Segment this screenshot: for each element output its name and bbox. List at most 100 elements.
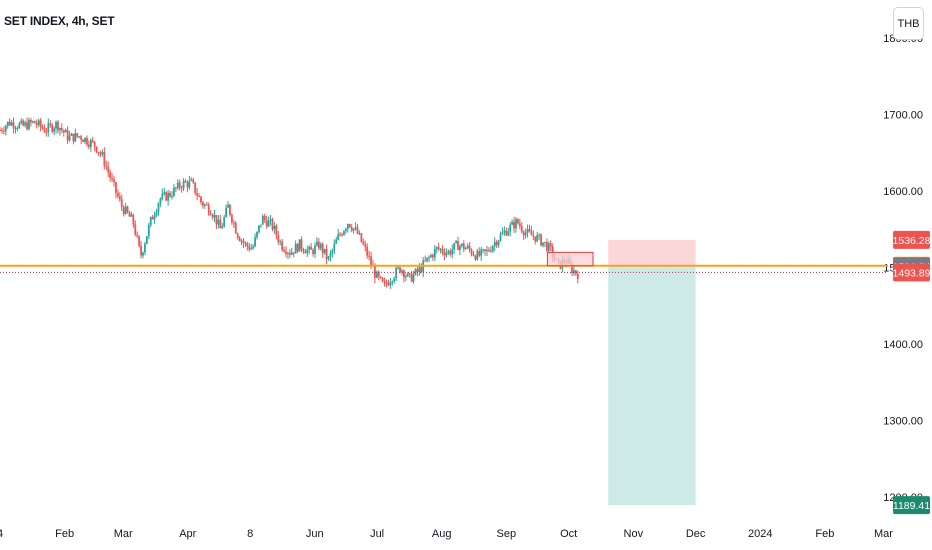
candle-body <box>385 282 388 284</box>
currency-button[interactable]: THB <box>893 7 924 40</box>
price-tag <box>893 230 930 249</box>
candle-body <box>111 178 113 180</box>
candle-body <box>78 136 81 138</box>
candle-body <box>53 128 56 132</box>
candle-body <box>443 252 446 256</box>
levels <box>0 264 888 273</box>
candle-body <box>250 248 253 250</box>
candle-body <box>147 225 150 237</box>
candle-body <box>449 250 452 255</box>
candle-body <box>120 199 123 208</box>
candle-body <box>273 225 276 230</box>
candle-body <box>136 234 139 237</box>
candle-body <box>126 206 129 213</box>
candle-body <box>430 255 432 258</box>
candle-body <box>524 232 527 236</box>
candle-body <box>507 231 510 236</box>
candle-body <box>28 119 30 130</box>
candle-body <box>408 273 411 275</box>
candle-body <box>294 244 297 254</box>
candle-body <box>509 224 512 232</box>
candle-body <box>118 196 121 200</box>
x-axis[interactable]: 4 Feb Mar Apr 8 Jun Jul Aug Sep Oct Nov Dec 2024 Feb M… <box>0 528 893 540</box>
candle-body <box>1 130 3 132</box>
candle-body <box>451 249 454 255</box>
candle-body <box>211 215 214 218</box>
candle-body <box>472 254 475 256</box>
candle-body <box>254 237 256 247</box>
candle-body <box>82 139 84 142</box>
candle-body <box>219 219 222 229</box>
candle-body <box>161 193 164 199</box>
candle-body <box>232 222 235 224</box>
candle-body <box>223 216 226 227</box>
x-tick-label: Mar <box>874 528 893 540</box>
candle-body <box>348 224 351 228</box>
candle-body <box>418 267 421 272</box>
candle-body <box>412 274 415 282</box>
candle-body <box>184 180 187 183</box>
price-tag-label: 1189.41 <box>893 500 930 512</box>
candle-body <box>360 233 363 242</box>
candle-body <box>186 182 189 188</box>
candle-body <box>397 267 399 269</box>
candle-body <box>64 130 67 133</box>
candle-body <box>144 243 146 253</box>
candle-body <box>495 241 498 246</box>
candle-body <box>188 180 191 188</box>
candle-body <box>352 228 355 231</box>
candle-body <box>10 122 13 126</box>
candle-body <box>358 233 361 235</box>
candle-body <box>157 203 160 212</box>
candle-body <box>229 204 231 215</box>
candle-body <box>480 249 483 256</box>
candle-body <box>134 224 137 235</box>
candle-body <box>306 249 309 254</box>
candle-body <box>317 241 320 249</box>
candle-body <box>180 187 183 189</box>
price-tag-label: 1493.89 <box>893 267 931 279</box>
candle-body <box>354 227 357 229</box>
candle-body <box>478 251 481 256</box>
candle-body <box>124 206 127 214</box>
candle-body <box>288 252 291 255</box>
candle-body <box>173 187 175 196</box>
annotations <box>546 251 594 267</box>
candle-body <box>457 240 459 251</box>
candle-body <box>89 140 92 147</box>
candle-body <box>310 246 313 250</box>
x-tick-label: Dec <box>686 528 706 540</box>
candle-body <box>59 127 61 131</box>
candle-body <box>402 270 405 278</box>
candle-body <box>62 130 65 133</box>
candles <box>0 117 579 289</box>
candle-body <box>377 271 380 277</box>
candle-body <box>163 192 166 194</box>
candle-body <box>103 152 106 166</box>
candle-body <box>540 234 542 246</box>
candle-body <box>24 122 27 126</box>
candle-body <box>93 141 96 147</box>
candle-body <box>174 187 177 189</box>
candle-body <box>275 225 278 236</box>
candle-body <box>171 195 173 197</box>
candle-body <box>109 172 112 179</box>
candle-body <box>132 214 135 225</box>
candle-body <box>331 250 334 254</box>
x-tick-label: Feb <box>815 528 834 540</box>
candle-body <box>373 266 376 278</box>
candle-body <box>115 182 117 193</box>
candle-body <box>350 227 353 231</box>
candle-body <box>474 255 477 260</box>
candle-body <box>16 127 19 129</box>
candle-body <box>312 249 314 254</box>
candle-body <box>389 282 392 286</box>
candle-body <box>329 253 332 258</box>
candle-body <box>431 255 434 258</box>
candle-body <box>544 241 546 243</box>
candle-body <box>205 204 208 206</box>
candle-body <box>333 243 336 251</box>
price-tag <box>893 263 930 282</box>
